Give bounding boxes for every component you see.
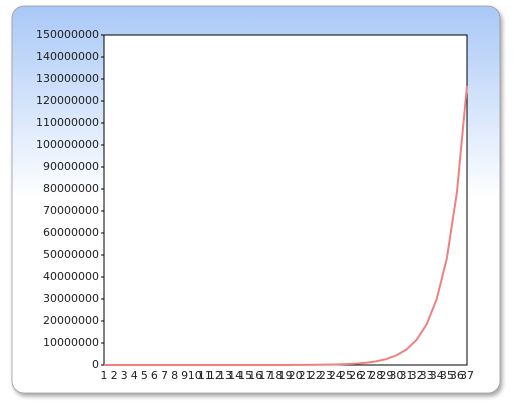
x-tick-label: 17 xyxy=(258,369,272,382)
y-tick-label: 70000000 xyxy=(43,204,99,217)
y-tick-label: 0 xyxy=(92,358,99,371)
y-tick-label: 60000000 xyxy=(43,226,99,239)
x-tick-label: 29 xyxy=(379,369,393,382)
y-tick-label: 90000000 xyxy=(43,160,99,173)
y-tick-label: 10000000 xyxy=(43,336,99,349)
x-tick-label: 12 xyxy=(208,369,222,382)
x-tick-label: 32 xyxy=(410,369,424,382)
x-tick-label: 14 xyxy=(228,369,242,382)
y-tick-label: 30000000 xyxy=(43,292,99,305)
x-tick-label: 31 xyxy=(400,369,414,382)
y-tick-label: 130000000 xyxy=(36,72,99,85)
x-tick-label: 19 xyxy=(279,369,293,382)
plot-area xyxy=(103,34,468,366)
x-tick-label: 34 xyxy=(430,369,444,382)
y-tick-label: 150000000 xyxy=(36,28,99,41)
x-tick-label: 25 xyxy=(339,369,353,382)
x-tick-label: 16 xyxy=(248,369,262,382)
y-tick-label: 80000000 xyxy=(43,182,99,195)
x-tick-label: 2 xyxy=(111,369,118,382)
y-tick-label: 40000000 xyxy=(43,270,99,283)
y-tick-label: 110000000 xyxy=(36,116,99,129)
x-tick-label: 23 xyxy=(319,369,333,382)
x-tick-label: 3 xyxy=(121,369,128,382)
x-tick-label: 27 xyxy=(359,369,373,382)
x-tick-label: 4 xyxy=(131,369,138,382)
x-tick-label: 7 xyxy=(161,369,168,382)
x-tick-label: 9 xyxy=(181,369,188,382)
x-tick-label: 33 xyxy=(420,369,434,382)
x-tick-label: 37 xyxy=(460,369,474,382)
x-tick-label: 22 xyxy=(309,369,323,382)
x-tick-label: 11 xyxy=(198,369,212,382)
x-tick-label: 6 xyxy=(151,369,158,382)
x-tick-label: 8 xyxy=(171,369,178,382)
y-tick-label: 20000000 xyxy=(43,314,99,327)
x-tick-label: 5 xyxy=(141,369,148,382)
line xyxy=(104,85,468,366)
x-tick-label: 15 xyxy=(238,369,252,382)
x-tick-label: 36 xyxy=(450,369,464,382)
x-tick-label: 30 xyxy=(389,369,403,382)
x-tick-label: 26 xyxy=(349,369,363,382)
y-tick-label: 140000000 xyxy=(36,50,99,63)
y-tick-label: 100000000 xyxy=(36,138,99,151)
y-tick-label: 120000000 xyxy=(36,94,99,107)
x-tick-label: 10 xyxy=(188,369,202,382)
x-tick-label: 21 xyxy=(299,369,313,382)
x-tick-label: 18 xyxy=(268,369,282,382)
x-tick-label: 24 xyxy=(329,369,343,382)
y-tick-label: 50000000 xyxy=(43,248,99,261)
x-tick-label: 28 xyxy=(369,369,383,382)
x-tick-label: 13 xyxy=(218,369,232,382)
x-tick-label: 35 xyxy=(440,369,454,382)
x-tick-label: 20 xyxy=(289,369,303,382)
x-tick-label: 1 xyxy=(101,369,108,382)
